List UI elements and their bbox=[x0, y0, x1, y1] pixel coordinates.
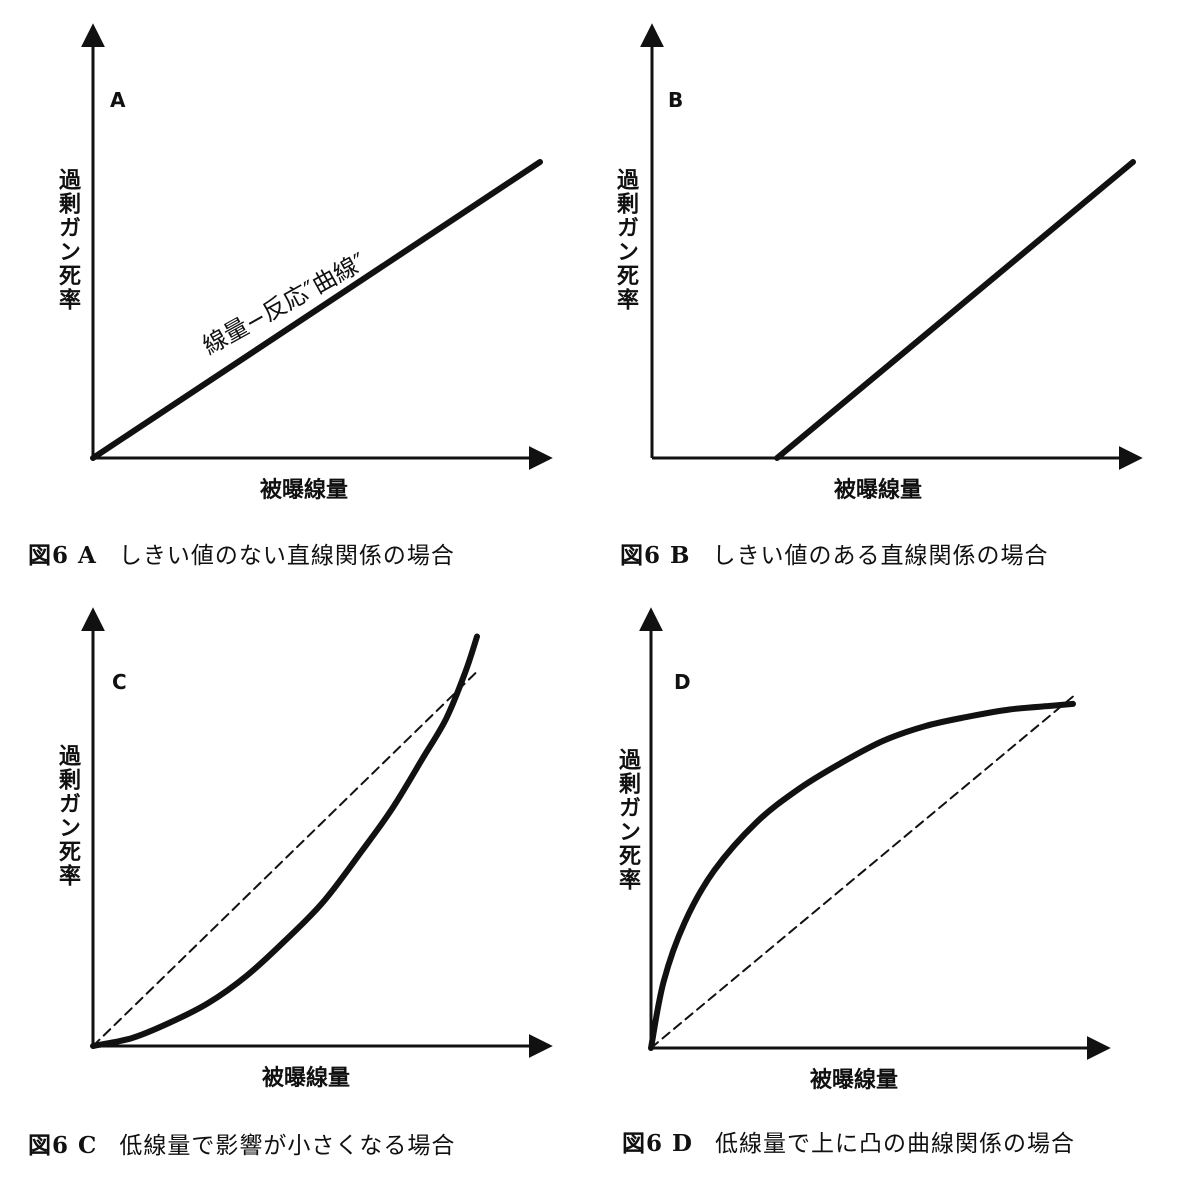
y-axis-label-c: 過剰ガン死率 bbox=[55, 744, 80, 888]
caption-a-prefix: 図6 A bbox=[28, 542, 97, 569]
chart-panel-a bbox=[81, 23, 553, 470]
series-dose-response-b bbox=[774, 159, 1136, 461]
y-axis-label-b: 過剰ガン死率 bbox=[613, 168, 638, 312]
y-axis-label-a: 過剰ガン死率 bbox=[55, 168, 80, 312]
x-axis-label-a: 被曝線量 bbox=[260, 478, 349, 503]
panel-label-d: D bbox=[674, 670, 691, 694]
caption-c-text: 低線量で影響が小さくなる場合 bbox=[119, 1133, 456, 1159]
series-dashed-reference-c bbox=[92, 670, 478, 1047]
chart-panel-d bbox=[639, 607, 1111, 1060]
y-axis-label-d: 過剰ガン死率 bbox=[615, 748, 640, 892]
panel-label-b: B bbox=[668, 88, 684, 112]
panel-label-c: C bbox=[112, 670, 127, 694]
chart-panel-b bbox=[640, 23, 1143, 470]
caption-b-prefix: 図6 B bbox=[620, 542, 691, 569]
caption-a: 図6 A しきい値のない直線関係の場合 bbox=[28, 536, 455, 570]
panel-label-a: A bbox=[110, 88, 126, 112]
caption-b: 図6 B しきい値のある直線関係の場合 bbox=[620, 536, 1048, 570]
caption-c-prefix: 図6 C bbox=[28, 1132, 98, 1159]
caption-d-prefix: 図6 D bbox=[622, 1130, 693, 1157]
series-dose-response-a bbox=[90, 159, 543, 461]
caption-d-text: 低線量で上に凸の曲線関係の場合 bbox=[714, 1131, 1075, 1157]
x-axis-label-b: 被曝線量 bbox=[834, 478, 923, 503]
series-dashed-reference-d bbox=[650, 695, 1074, 1049]
caption-b-text: しきい値のある直線関係の場合 bbox=[712, 543, 1049, 569]
caption-c: 図6 C 低線量で影響が小さくなる場合 bbox=[28, 1126, 455, 1160]
series-dose-response-d bbox=[648, 700, 1076, 1051]
chart-panel-c bbox=[81, 607, 553, 1058]
caption-a-text: しきい値のない直線関係の場合 bbox=[118, 543, 455, 569]
caption-d: 図6 D 低線量で上に凸の曲線関係の場合 bbox=[622, 1124, 1075, 1158]
x-axis-label-c: 被曝線量 bbox=[262, 1066, 351, 1091]
series-dose-response-c bbox=[90, 633, 480, 1049]
x-axis-label-d: 被曝線量 bbox=[810, 1068, 899, 1093]
